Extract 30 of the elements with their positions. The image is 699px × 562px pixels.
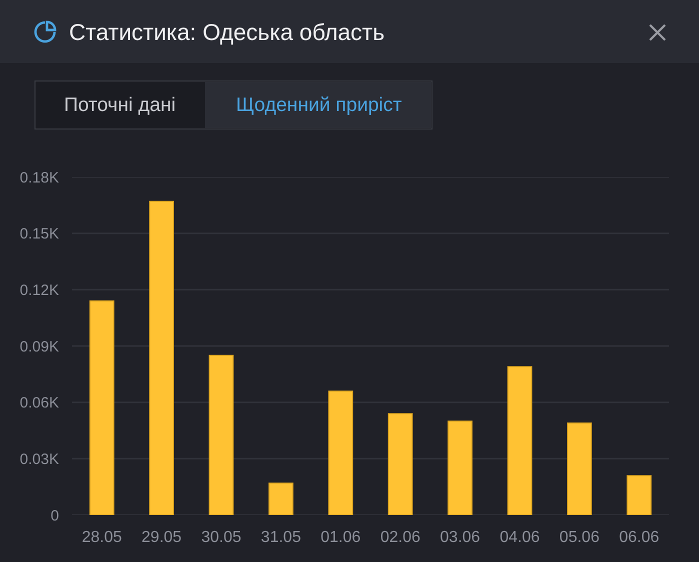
x-tick-label: 31.05 [260,529,302,546]
bar [626,475,652,515]
x-tick-label: 28.05 [82,529,122,546]
bar [448,420,472,515]
y-tick-label: 0.09K [20,338,59,356]
x-tick-label: 06.06 [619,529,660,546]
bar [567,422,592,515]
bar [268,482,294,515]
x-tick-label: 30.05 [201,529,242,546]
x-tick-label: 02.06 [380,529,420,546]
y-tick-label: 0.18K [20,169,59,186]
bar [507,366,532,515]
bar [149,200,174,515]
text: Щоденний приріст [236,94,402,116]
bar [208,354,234,515]
x-tick-label: 04.06 [500,529,540,546]
x-tick-label: 03.06 [440,529,480,546]
bar [388,413,413,515]
text: Поточні дані [64,94,176,116]
bar [328,390,354,515]
x-tick-label: 05.06 [559,529,600,546]
y-tick-label: 0.12K [20,282,59,299]
bar [89,300,114,515]
y-tick-label: 0.03K [20,450,59,468]
chart-title: Статистика: Одеська область [69,19,385,46]
y-tick-label: 0 [50,507,59,524]
y-tick-label: 0.15K [20,226,59,243]
x-tick-label: 01.06 [320,529,361,546]
y-tick-label: 0.06K [20,394,59,412]
x-tick-label: 29.05 [142,529,182,546]
